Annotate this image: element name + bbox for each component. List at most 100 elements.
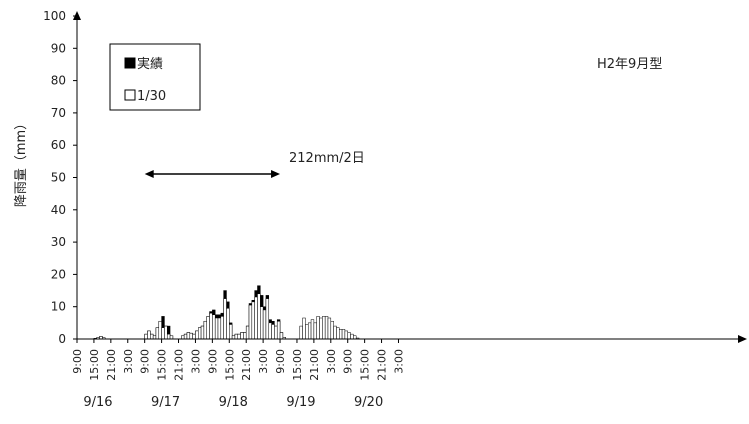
bar-scenario-61 bbox=[248, 304, 253, 340]
bar-scenario-82 bbox=[307, 322, 312, 340]
x-tick-label: 9:00 bbox=[342, 349, 355, 374]
x-tick-label: 3:00 bbox=[189, 349, 202, 374]
x-tick-label: 3:00 bbox=[257, 349, 270, 374]
y-tick-label: 100 bbox=[43, 9, 66, 23]
x-axis-arrow bbox=[738, 335, 747, 343]
legend-swatch-scenario bbox=[124, 89, 136, 101]
y-tick-label: 30 bbox=[51, 235, 66, 249]
bar-scenario-72 bbox=[279, 332, 284, 340]
bar-scenario-47 bbox=[209, 312, 213, 340]
bar-scenario-62 bbox=[251, 301, 255, 340]
legend-label-scenario: 1/30 bbox=[137, 89, 166, 104]
bar-scenario-67 bbox=[265, 298, 270, 340]
bar-scenario-66 bbox=[262, 309, 267, 340]
x-tick-label: 9:00 bbox=[206, 349, 219, 374]
y-tick-label: 60 bbox=[51, 138, 66, 152]
bar-scenario-85 bbox=[316, 316, 320, 340]
bar-scenario-31 bbox=[164, 325, 168, 340]
bar-scenario-52 bbox=[223, 298, 227, 340]
bar-scenario-64 bbox=[257, 293, 261, 340]
date-label: 9/17 bbox=[151, 395, 180, 410]
x-tick-label: 9:00 bbox=[274, 349, 287, 374]
date-label: 9/20 bbox=[354, 395, 383, 410]
x-tick-label: 3:00 bbox=[392, 349, 405, 374]
bar-scenario-57 bbox=[237, 333, 241, 340]
bar-scenario-86 bbox=[319, 317, 323, 340]
x-tick-label: 21:00 bbox=[173, 349, 186, 381]
bar-scenario-69 bbox=[271, 324, 275, 340]
bar-scenario-25 bbox=[147, 330, 151, 340]
y-axis-title: 降雨量（mm） bbox=[14, 117, 29, 207]
date-label: 9/18 bbox=[219, 395, 248, 410]
annotation-layer: H2年9月型 212mm/2日 bbox=[144, 57, 662, 178]
bar-scenario-84 bbox=[313, 322, 317, 340]
bar-scenario-38 bbox=[183, 333, 188, 340]
bar-scenario-91 bbox=[333, 325, 337, 340]
bar-scenario-70 bbox=[274, 325, 278, 340]
bar-scenario-29 bbox=[158, 320, 162, 340]
bar-scenario-43 bbox=[198, 327, 202, 340]
x-tick-label: 21:00 bbox=[308, 349, 321, 381]
x-tick-label: 21:00 bbox=[105, 349, 118, 381]
y-tick-label: 50 bbox=[51, 171, 66, 185]
bar-scenario-58 bbox=[240, 332, 244, 340]
bar-scenario-39 bbox=[186, 332, 191, 340]
x-tick-label: 9:00 bbox=[71, 349, 84, 374]
bar-scenario-96 bbox=[347, 332, 351, 340]
bar-scenario-40 bbox=[189, 332, 193, 340]
bar-scenario-24 bbox=[144, 333, 148, 340]
bar-scenario-53 bbox=[226, 308, 230, 340]
annotation-text: 212mm/2日 bbox=[289, 151, 365, 166]
x-tick-label: 15:00 bbox=[291, 349, 304, 381]
bar-scenario-41 bbox=[192, 333, 196, 340]
date-label: 9/16 bbox=[83, 395, 112, 410]
bar-scenario-42 bbox=[195, 330, 199, 340]
pattern-label: H2年9月型 bbox=[597, 57, 662, 72]
bar-scenario-79 bbox=[299, 325, 303, 340]
bar-scenario-45 bbox=[203, 320, 207, 340]
bar-scenario-83 bbox=[310, 319, 315, 340]
bar-scenario-56 bbox=[234, 333, 238, 340]
x-tick-label: 15:00 bbox=[223, 349, 236, 381]
bar-scenario-44 bbox=[200, 325, 205, 340]
legend: 実績 1/30 bbox=[109, 43, 201, 111]
y-tick-label: 90 bbox=[51, 41, 66, 55]
bar-scenario-63 bbox=[254, 296, 258, 340]
bar-scenario-46 bbox=[206, 316, 210, 340]
bar-scenario-49 bbox=[214, 317, 219, 340]
bar-scenario-30 bbox=[161, 327, 165, 340]
bar-scenario-54 bbox=[229, 324, 233, 340]
y-tick-label: 80 bbox=[51, 74, 66, 88]
y-tick-label: 20 bbox=[51, 267, 66, 281]
bar-scenario-80 bbox=[302, 317, 306, 340]
bar-scenario-28 bbox=[155, 327, 160, 340]
bar-scenario-68 bbox=[268, 322, 272, 340]
bar-scenario-50 bbox=[217, 317, 222, 340]
bar-scenario-51 bbox=[220, 316, 224, 340]
bar-scenario-94 bbox=[341, 329, 346, 340]
bar-scenario-32 bbox=[166, 333, 171, 340]
y-tick-label: 40 bbox=[51, 203, 66, 217]
bar-scenario-92 bbox=[336, 327, 340, 340]
x-tick-label: 3:00 bbox=[325, 349, 338, 374]
y-tick-label: 0 bbox=[58, 332, 66, 346]
x-tick-label: 21:00 bbox=[240, 349, 253, 381]
x-tick-label: 21:00 bbox=[376, 349, 389, 381]
bar-scenario-95 bbox=[344, 330, 348, 340]
y-tick-label: 10 bbox=[51, 300, 66, 314]
bar-scenario-97 bbox=[350, 333, 354, 340]
bar-scenario-48 bbox=[212, 314, 216, 340]
axes-layer bbox=[73, 11, 747, 343]
legend-label-actual: 実績 bbox=[137, 56, 163, 72]
annotation-arrow-left bbox=[144, 170, 154, 178]
bar-scenario-90 bbox=[330, 320, 334, 340]
bar-scenario-81 bbox=[305, 324, 309, 340]
bar-scenario-89 bbox=[327, 317, 332, 340]
x-tick-label: 15:00 bbox=[156, 349, 169, 381]
bar-scenario-87 bbox=[322, 316, 326, 340]
x-tick-label: 15:00 bbox=[359, 349, 372, 381]
bar-scenario-26 bbox=[150, 333, 154, 340]
bar-scenario-88 bbox=[324, 316, 329, 340]
y-tick-label: 70 bbox=[51, 106, 66, 120]
